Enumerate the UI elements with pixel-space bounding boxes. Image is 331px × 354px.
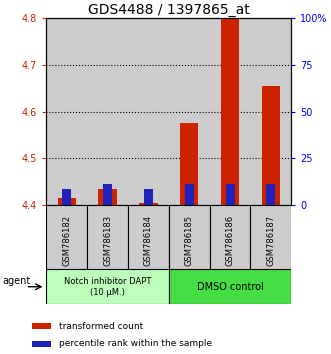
Bar [87,205,128,269]
Bar [144,189,153,205]
Bar [169,269,291,304]
Bar [180,123,198,205]
Text: GSM786187: GSM786187 [266,215,275,266]
Bar [262,86,280,205]
Text: percentile rank within the sample: percentile rank within the sample [59,339,212,348]
Bar [266,184,275,205]
Text: Notch inhibitor DAPT
(10 μM.): Notch inhibitor DAPT (10 μM.) [64,277,151,297]
Text: agent: agent [2,276,30,286]
Bar [251,18,291,205]
Text: GSM786182: GSM786182 [62,215,71,266]
Text: transformed count: transformed count [59,322,143,331]
Text: GSM786185: GSM786185 [185,215,194,266]
Bar [103,184,112,205]
Bar [46,18,87,205]
Title: GDS4488 / 1397865_at: GDS4488 / 1397865_at [88,3,250,17]
Bar [210,205,251,269]
Bar [169,18,210,205]
Text: GSM786184: GSM786184 [144,215,153,266]
Bar [139,203,158,205]
Bar [46,269,169,304]
Bar [251,205,291,269]
Text: GSM786186: GSM786186 [225,215,235,266]
Bar [98,189,117,205]
Bar [185,184,194,205]
Bar [58,198,76,205]
Text: DMSO control: DMSO control [197,282,263,292]
Bar [225,184,235,205]
Bar [32,324,51,329]
Bar [128,205,169,269]
Bar [221,18,239,205]
Bar [169,205,210,269]
Bar [32,341,51,347]
Bar [87,18,128,205]
Bar [46,205,87,269]
Bar [62,189,71,205]
Bar [210,18,251,205]
Bar [128,18,169,205]
Text: GSM786183: GSM786183 [103,215,112,266]
